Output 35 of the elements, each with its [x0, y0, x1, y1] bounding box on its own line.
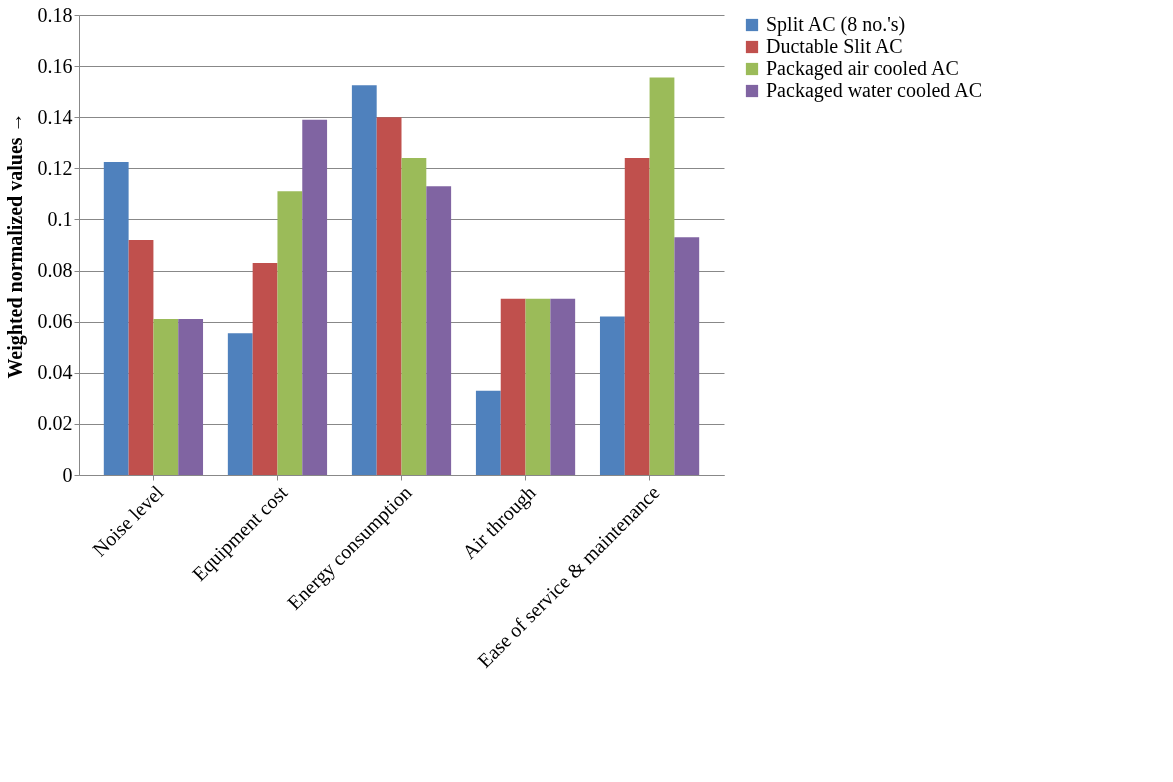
bar: [302, 119, 328, 475]
y-tick-label: 0.12: [37, 156, 73, 179]
bar: [550, 298, 576, 475]
bar: [252, 262, 278, 475]
legend-label: Packaged water cooled AC: [766, 79, 983, 102]
bar: [649, 77, 675, 475]
bar: [475, 390, 501, 475]
bar: [599, 316, 625, 475]
y-tick-label: 0.06: [37, 310, 73, 333]
y-tick-label: 0.1: [47, 207, 73, 230]
legend-label: Ductable Slit AC: [766, 35, 903, 57]
bar: [624, 158, 650, 475]
y-tick-label: 0.14: [37, 105, 73, 128]
bar: [525, 298, 551, 475]
legend-label: Split AC (8 no.'s): [766, 13, 906, 36]
bar: [277, 191, 303, 475]
y-tick-label: 0.18: [37, 3, 73, 26]
bar: [103, 161, 129, 475]
bar: [674, 237, 700, 475]
y-tick-label: 0: [62, 463, 73, 486]
bar: [227, 333, 253, 475]
bar: [178, 319, 204, 475]
y-tick-label: 0.04: [37, 361, 73, 384]
y-tick-label: 0.02: [37, 412, 73, 435]
bar: [426, 186, 452, 475]
bar: [401, 158, 427, 475]
bar: [500, 298, 526, 475]
bar: [376, 117, 402, 475]
bar: [153, 319, 179, 475]
y-tick-label: 0.16: [37, 54, 73, 77]
bar: [351, 85, 377, 475]
bar: [128, 239, 154, 475]
y-tick-label: 0.08: [37, 259, 73, 282]
y-axis-title: Weighted normalized values →: [3, 112, 27, 379]
legend-label: Packaged air cooled AC: [766, 57, 959, 80]
